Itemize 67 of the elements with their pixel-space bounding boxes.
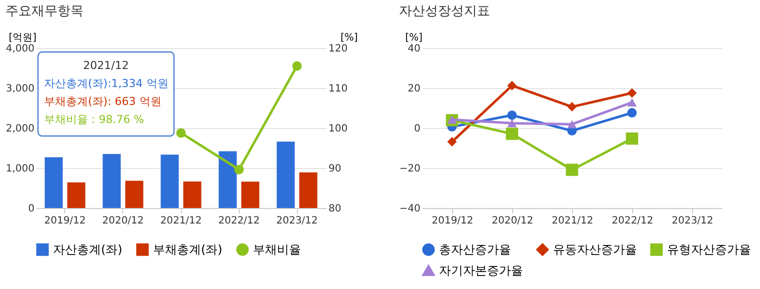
point [627,98,637,107]
bar [276,142,295,208]
y2-axis-title: [%] [340,32,358,44]
bar [299,172,318,208]
y-tick-label: 0 [28,204,34,214]
legend-label: 자산총계(좌) [53,242,122,257]
x-tick-label: 2023/12 [276,216,318,226]
bar [44,157,63,208]
y2-tick-label: 110 [328,84,348,94]
y-axis-title: [%] [405,32,423,44]
y-tick-label: 2,000 [6,124,34,134]
y2-tick-label: 100 [328,124,348,134]
y-tick-label: −40 [399,204,420,214]
x-tick-label: 2022/12 [218,216,260,226]
y-tick-label: 3,000 [6,84,34,94]
x-tick-label: 2021/12 [160,216,202,226]
x-tick-label: 2022/12 [612,216,654,226]
y-tick-label: 0 [414,124,420,134]
point [506,128,518,140]
x-tick-label: 2020/12 [492,216,534,226]
point [627,108,637,118]
point [626,132,638,145]
chart-title: 자산성장성지표 [398,4,490,19]
legend-label: 유형자산증가율 [667,242,751,257]
point [447,115,457,124]
bar [125,180,144,208]
bar [160,154,179,208]
chart-title: 주요재무항목 [5,4,84,19]
bar [102,154,121,208]
y-tick-label: −20 [399,164,420,174]
point [567,102,577,112]
y-tick-label: 20 [408,84,420,94]
point [234,164,244,174]
annotation: 부채총계(좌): 663 억원 [44,95,162,108]
annotation: 자산총계(좌):1,334 억원 [44,77,168,90]
point [567,120,577,128]
point [176,128,186,138]
x-tick-label: 2021/12 [552,216,594,226]
legend-label: 총자산증가율 [439,242,511,257]
annotation: 부채비율 : 98.76 % [44,113,144,126]
x-tick-label: 2019/12 [432,216,474,226]
bar [67,182,86,208]
y-tick-label: 1,000 [6,164,34,174]
legend-label: 부채총계(좌) [153,242,222,257]
y2-tick-label: 120 [328,44,348,54]
legend-label: 자기자본증가율 [439,264,523,278]
x-tick-label: 2023/12 [672,216,714,226]
y-axis-title: [억원] [8,32,37,44]
y2-tick-label: 80 [328,204,342,214]
point [507,110,517,120]
x-tick-label: 2019/12 [44,216,86,226]
y2-tick-label: 90 [328,164,342,174]
point [627,88,637,98]
y-tick-label: 4,000 [6,44,34,54]
annotation: 2021/12 [83,59,129,72]
point [447,137,457,147]
x-tick-label: 2020/12 [102,216,144,226]
point [507,80,517,90]
bar [183,181,202,208]
legend-label: 부채비율 [253,242,301,257]
point [292,61,302,71]
point [566,164,578,176]
point [507,119,517,128]
bar [241,182,260,208]
legend-label: 유동자산증가율 [553,242,637,257]
y-tick-label: 40 [408,44,420,54]
bar [218,151,237,208]
